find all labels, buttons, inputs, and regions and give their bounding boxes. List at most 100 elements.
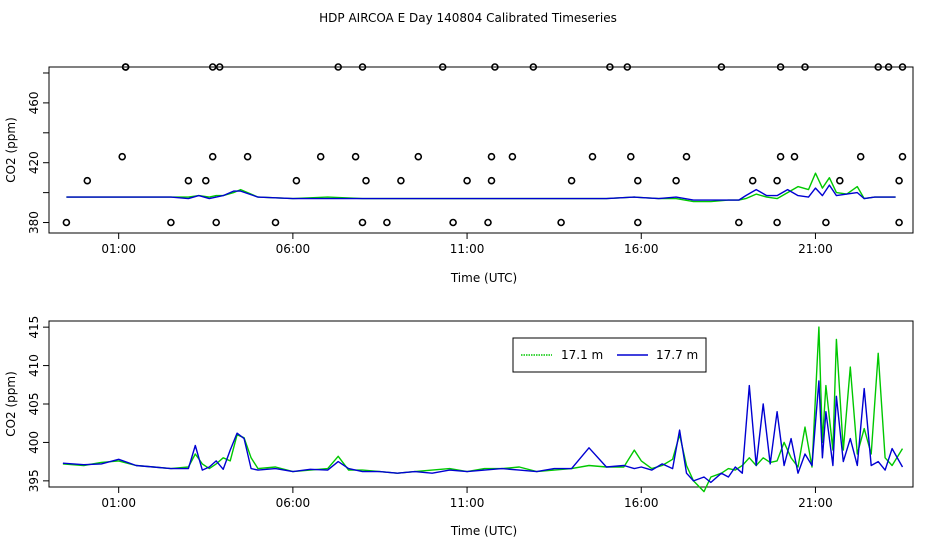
marker-circle <box>874 63 883 71</box>
top-plot-frame <box>48 66 914 234</box>
marker-circle <box>898 152 907 161</box>
bottom-y-tick-label: 410 <box>27 354 41 377</box>
marker-circle <box>623 63 632 71</box>
marker-circle <box>508 152 517 161</box>
top-y-axis-label: CO2 (ppm) <box>4 117 18 183</box>
marker-circle <box>414 152 423 161</box>
marker-circle <box>801 63 809 71</box>
marker-circle <box>463 176 471 185</box>
marker-circle <box>606 63 614 71</box>
marker-circle <box>358 218 367 227</box>
marker-circle <box>202 176 210 185</box>
marker-circle <box>748 176 757 185</box>
top-panel: 01:00 06:00 11:00 16:00 21:00 380 420 460 Time… <box>4 63 914 285</box>
marker-circle <box>884 63 893 71</box>
legend-label-17-7m: 17.7 m <box>656 348 698 362</box>
marker-circle <box>358 63 367 71</box>
marker-circle <box>438 63 447 71</box>
marker-circle <box>184 176 193 185</box>
marker-circle <box>208 152 217 161</box>
bottom-series-line-2 <box>62 380 904 484</box>
marker-circle <box>895 218 903 227</box>
top-x-tick-label: 01:00 <box>101 242 136 256</box>
marker-circle <box>351 152 360 161</box>
top-y-tick-label: 420 <box>27 151 41 174</box>
marker-circle <box>773 176 781 185</box>
marker-circle <box>292 176 301 185</box>
marker-circle <box>491 63 499 71</box>
top-x-tick-label: 11:00 <box>450 242 485 256</box>
marker-circle <box>567 176 576 185</box>
marker-circle <box>672 176 680 185</box>
top-series-lines <box>66 172 896 203</box>
marker-circle <box>557 218 565 227</box>
bottom-x-tick-label: 11:00 <box>450 496 485 510</box>
marker-circle <box>208 63 217 71</box>
bottom-y-tick-label: 400 <box>27 431 41 454</box>
marker-circle <box>121 63 130 71</box>
marker-circle <box>484 218 492 227</box>
marker-circle <box>271 218 280 227</box>
bottom-y-tick-label: 415 <box>27 316 41 339</box>
legend-box <box>512 337 707 373</box>
marker-circle <box>215 63 224 71</box>
legend: 17.1 m 17.7 m <box>512 337 707 373</box>
marker-circle <box>856 152 865 161</box>
marker-circle <box>717 63 726 71</box>
marker-circle <box>776 63 785 71</box>
bottom-y-tick-label: 405 <box>27 393 41 416</box>
marker-circle <box>83 176 92 185</box>
marker-circle <box>362 176 370 185</box>
marker-circle <box>682 152 691 161</box>
marker-circle <box>397 176 405 185</box>
top-y-axis: 380 420 460 <box>27 72 49 234</box>
top-y-tick-label: 460 <box>27 91 41 114</box>
marker-circle <box>633 176 642 185</box>
bottom-x-tick-label: 21:00 <box>798 496 833 510</box>
legend-label-17-1m: 17.1 m <box>561 348 603 362</box>
marker-circle <box>790 152 799 161</box>
marker-circle <box>633 218 642 227</box>
marker-circle <box>895 176 903 185</box>
marker-circle <box>316 152 325 161</box>
marker-circle <box>334 63 343 71</box>
marker-circle <box>822 218 830 227</box>
bottom-x-axis-label: Time (UTC) <box>450 524 517 538</box>
bottom-y-axis-label: CO2 (ppm) <box>4 371 18 437</box>
bottom-x-axis: 01:00 06:00 11:00 16:00 21:00 <box>101 487 833 510</box>
bottom-x-tick-label: 01:00 <box>101 496 136 510</box>
marker-circle <box>487 152 496 161</box>
marker-circle <box>835 176 844 185</box>
marker-circle <box>383 218 391 227</box>
top-markers <box>62 63 907 227</box>
marker-circle <box>243 152 252 161</box>
top-y-tick-label: 380 <box>27 211 41 234</box>
top-x-tick-label: 06:00 <box>276 242 311 256</box>
marker-circle <box>773 218 781 227</box>
marker-circle <box>212 218 220 227</box>
marker-circle <box>118 152 126 161</box>
marker-circle <box>529 63 538 71</box>
bottom-y-axis: 395 400 405 410 415 <box>27 316 49 492</box>
chart-title: HDP AIRCOA E Day 140804 Calibrated Times… <box>319 11 617 25</box>
bottom-series-line-1 <box>62 326 904 493</box>
bottom-x-tick-label: 06:00 <box>276 496 311 510</box>
marker-circle <box>487 176 496 185</box>
marker-circle <box>167 218 175 227</box>
marker-circle <box>776 152 785 161</box>
top-x-tick-label: 16:00 <box>624 242 659 256</box>
marker-circle <box>62 218 71 227</box>
bottom-series-lines <box>62 326 904 493</box>
top-x-axis: 01:00 06:00 11:00 16:00 21:00 <box>101 233 833 256</box>
marker-circle <box>449 218 457 227</box>
top-x-axis-label: Time (UTC) <box>450 271 517 285</box>
bottom-y-tick-label: 395 <box>27 469 41 492</box>
bottom-x-tick-label: 16:00 <box>624 496 659 510</box>
top-x-tick-label: 21:00 <box>798 242 833 256</box>
marker-circle <box>898 63 907 71</box>
bottom-panel: 01:00 06:00 11:00 16:00 21:00 395 400 405 410 41… <box>4 316 914 538</box>
marker-circle <box>734 218 743 227</box>
marker-circle <box>588 152 597 161</box>
top-series-line-2 <box>66 184 896 201</box>
